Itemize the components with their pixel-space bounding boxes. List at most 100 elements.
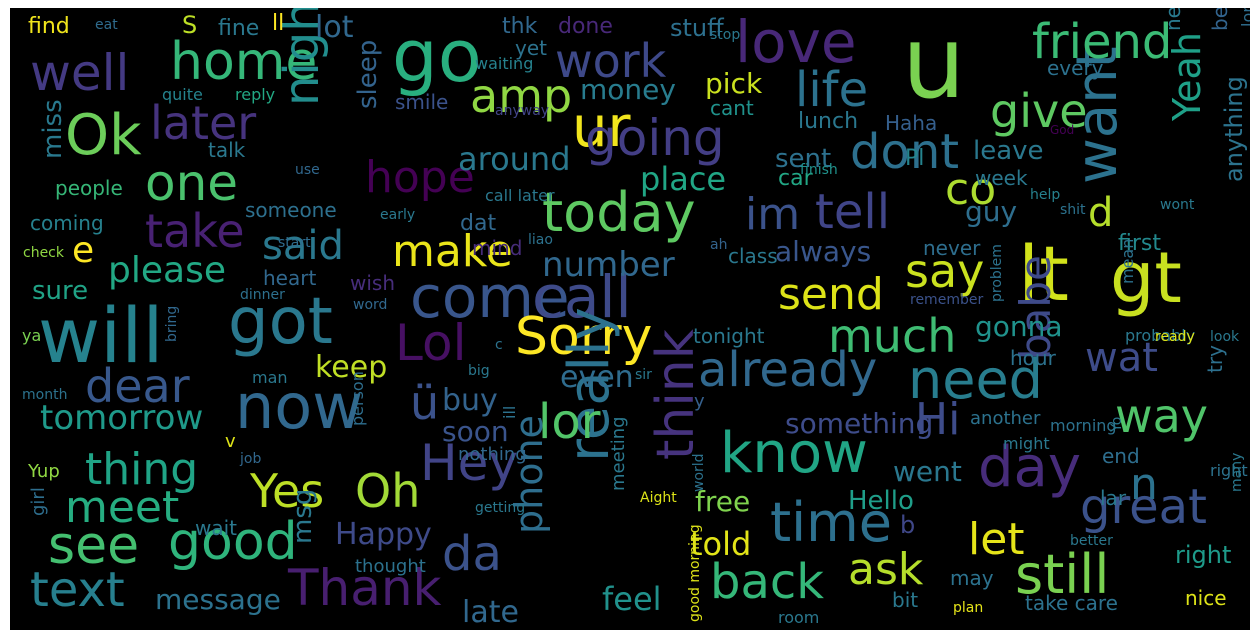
word-one: one <box>145 154 239 212</box>
word-thought: thought <box>355 556 426 577</box>
word-something: something <box>785 407 934 440</box>
word-love: love <box>735 8 857 76</box>
word-give: give <box>990 84 1088 138</box>
word-tell: tell <box>815 184 891 240</box>
word-ok: Ok <box>65 103 142 168</box>
word-sure: sure <box>32 276 89 306</box>
word-dinner: dinner <box>240 287 285 303</box>
word-heart: heart <box>263 266 317 290</box>
word-ur: ur <box>572 95 631 160</box>
word-man: man <box>252 368 288 387</box>
word-im: im <box>745 189 801 240</box>
word-see: see <box>48 516 140 576</box>
word-wish: wish <box>350 271 396 295</box>
word-lar: lar <box>1100 486 1127 510</box>
word-hey: Hey <box>420 434 518 492</box>
word-phone: phone <box>507 415 551 534</box>
word-plan: plan <box>953 600 984 616</box>
word-check: check <box>23 245 64 261</box>
word-lt: lt <box>1018 229 1069 318</box>
word-already: already <box>698 342 878 398</box>
word-remember: remember <box>910 292 984 308</box>
word-well: well <box>30 44 130 102</box>
word-shit: shit <box>1060 202 1086 218</box>
word-waiting: waiting <box>475 54 534 73</box>
word-look: look <box>1210 329 1240 345</box>
word-guy: guy <box>965 195 1018 228</box>
word-nice: nice <box>1185 586 1227 610</box>
word-many: many <box>1229 452 1245 492</box>
word-leave: leave <box>973 136 1044 166</box>
word-babe: babe <box>1011 255 1060 360</box>
word-later: later <box>150 96 257 150</box>
word-lot: lot <box>315 10 354 45</box>
word-c: c <box>495 337 503 353</box>
word-car: car <box>778 166 813 191</box>
word-went: went <box>893 455 962 488</box>
word-done: done <box>558 14 613 39</box>
word-pl: Pl <box>905 146 925 171</box>
word-keep: keep <box>315 350 388 385</box>
word-d: d <box>1088 190 1114 236</box>
word-sir: sir <box>635 367 652 383</box>
word-home: home <box>170 32 318 92</box>
word-end: end <box>1102 444 1140 468</box>
word-friend: friend <box>1032 14 1173 70</box>
word-sent: sent <box>775 144 832 174</box>
word-job: job <box>240 451 262 467</box>
word-probably: probably <box>1125 326 1196 345</box>
word-amp: amp <box>470 69 573 123</box>
word-sleep: sleep <box>353 39 383 109</box>
word-lol: Lol <box>395 314 467 372</box>
word-wait: wait <box>195 516 238 540</box>
word-take-care: take care <box>1025 591 1118 615</box>
word-meeting: meeting <box>608 416 629 491</box>
word-anything: anything <box>1220 76 1248 182</box>
word-quite: quite <box>162 85 203 104</box>
word-great: great <box>1080 479 1207 535</box>
word-free: free <box>695 485 751 518</box>
word-start: start <box>278 235 311 251</box>
word-never: never <box>923 236 981 260</box>
word-better: better <box>1070 533 1113 549</box>
word-girl: girl <box>28 487 49 516</box>
word-say: say <box>905 244 985 298</box>
word-soon: soon <box>442 415 509 448</box>
word-yup: Yup <box>28 461 60 482</box>
word-lor: lor <box>538 394 601 450</box>
word-month: month <box>22 387 68 403</box>
word-around: around <box>458 140 571 178</box>
word-week: week <box>975 166 1028 190</box>
word-people: people <box>55 176 123 200</box>
word-bit: bit <box>892 588 919 612</box>
word-today: today <box>542 181 696 244</box>
word-pick: pick <box>705 67 763 100</box>
word-u-umlaut: ü <box>410 376 440 430</box>
word-go: go <box>392 14 482 98</box>
word-msg: msg <box>288 488 318 544</box>
word-may: may <box>950 566 994 590</box>
word-late: late <box>462 595 519 630</box>
word-ah: ah <box>710 237 728 253</box>
word-hi: Hi <box>915 394 961 445</box>
word-way: way <box>1115 389 1209 443</box>
word-time: time <box>770 491 893 554</box>
word-early: early <box>380 207 416 223</box>
word-morning: morning <box>1050 416 1117 435</box>
word-big: big <box>468 363 490 379</box>
word-right: right <box>1175 541 1232 569</box>
word-world: world <box>691 453 707 492</box>
word-nothing: nothing <box>458 444 527 465</box>
word-problem: problem <box>989 244 1005 302</box>
word-mind: mind <box>472 236 523 260</box>
word-send: send <box>778 269 884 320</box>
word-hello: Hello <box>848 486 914 516</box>
word-ya: ya <box>22 326 42 345</box>
word-cloud: u lt gt will got come call now go Ok love Sorry ur go… <box>10 8 1250 630</box>
word-right-now: right now <box>1210 461 1250 480</box>
word-aight: Aight <box>640 490 677 506</box>
word-wont: wont <box>1160 197 1195 213</box>
word-mean: mean <box>1118 238 1137 284</box>
word-wat: wat <box>1085 335 1158 381</box>
word-money: money <box>580 73 676 106</box>
